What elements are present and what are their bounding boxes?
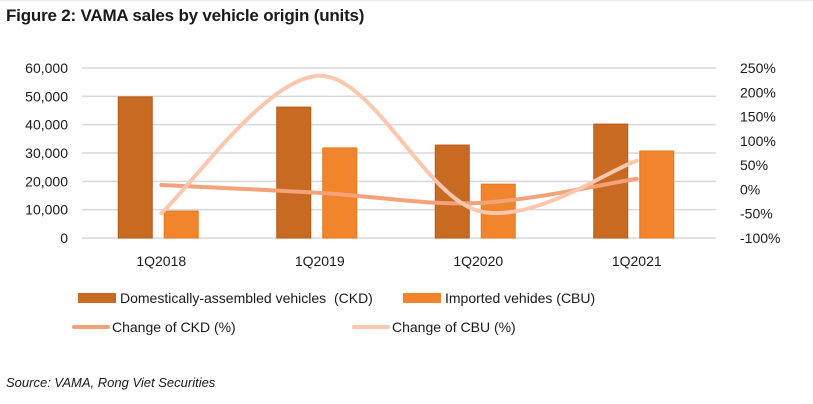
legend-swatch-cbu-change — [352, 325, 390, 329]
right-tick-label: 0% — [740, 181, 760, 197]
bar-ckd — [276, 106, 312, 239]
figure-title: Figure 2: VAMA sales by vehicle origin (… — [6, 6, 365, 25]
left-tick-label: 40,000 — [25, 117, 68, 133]
right-tick-label: 250% — [740, 60, 776, 76]
left-tick-label: 60,000 — [25, 60, 68, 76]
top-border — [0, 0, 813, 1]
x-tick-label: 1Q2021 — [612, 253, 662, 269]
x-tick-label: 1Q2019 — [295, 253, 345, 269]
x-tick-label: 1Q2020 — [453, 253, 503, 269]
legend-swatch-ckd — [78, 293, 116, 303]
bars — [117, 96, 675, 239]
left-tick-label: 50,000 — [25, 88, 68, 104]
right-tick-label: 200% — [740, 84, 776, 100]
legend-item-cbu-change: Change of CBU (%) — [352, 319, 516, 335]
left-tick-label: 10,000 — [25, 202, 68, 218]
right-tick-label: 150% — [740, 109, 776, 125]
right-axis-ticks: -100% -50% 0% 50% 100% 150% 200% 250% — [740, 60, 780, 246]
right-tick-label: -50% — [740, 206, 773, 222]
x-axis-ticks: 1Q2018 1Q2019 1Q2020 1Q2021 — [136, 253, 662, 269]
line-cbu-change — [159, 73, 639, 216]
legend-swatch-ckd-change — [72, 325, 110, 329]
legend-item-ckd-change: Change of CKD (%) — [72, 319, 236, 335]
figure-source: Source: VAMA, Rong Viet Securities — [6, 375, 216, 390]
bar-cbu — [639, 150, 675, 239]
left-axis-ticks: 0 10,000 20,000 30,000 40,000 50,000 60,000 — [25, 60, 68, 246]
legend-label-ckd: Domestically-assembled vehicles (CKD) — [120, 290, 373, 306]
legend-item-ckd: Domestically-assembled vehicles (CKD) — [78, 290, 373, 306]
legend-swatch-cbu — [403, 293, 441, 303]
right-tick-label: 100% — [740, 133, 776, 149]
left-tick-label: 0 — [60, 230, 68, 246]
bar-ckd — [434, 144, 470, 239]
bar-cbu — [163, 210, 199, 239]
legend-item-cbu: Imported vehides (CBU) — [403, 290, 595, 306]
bar-ckd — [117, 96, 153, 239]
legend-label-ckd-change: Change of CKD (%) — [112, 319, 236, 335]
right-tick-label: 50% — [740, 157, 768, 173]
line-ckd-change — [159, 176, 639, 206]
legend-label-cbu: Imported vehides (CBU) — [445, 290, 596, 306]
left-tick-label: 30,000 — [25, 145, 68, 161]
x-tick-label: 1Q2018 — [136, 253, 186, 269]
left-tick-label: 20,000 — [25, 173, 68, 189]
lines — [159, 73, 639, 216]
right-tick-label: -100% — [740, 230, 780, 246]
legend-label-cbu-change: Change of CBU (%) — [392, 319, 516, 335]
